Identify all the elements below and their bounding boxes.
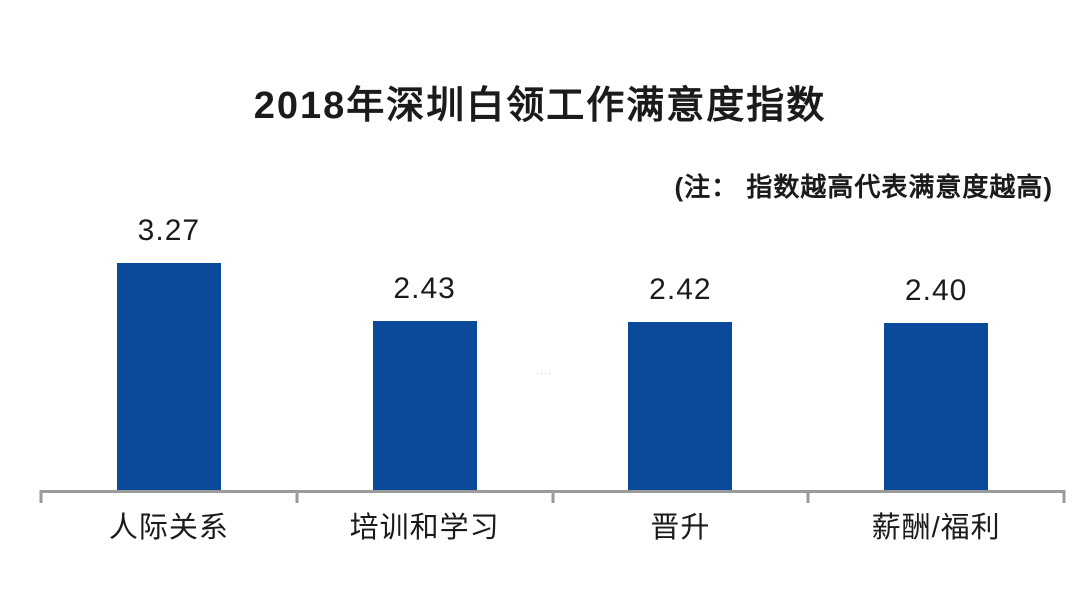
category-label: 薪酬/福利 — [871, 512, 1001, 544]
bar-group: 2.42 — [553, 195, 809, 490]
plot-area: 3.27 2.43 2.42 2.40 — [41, 195, 1064, 490]
category-labels: 人际关系 培训和学习 晋升 薪酬/福利 — [41, 501, 1064, 546]
bar — [884, 323, 989, 490]
bar-group: 2.40 — [808, 195, 1064, 490]
axis-tick — [295, 490, 299, 503]
category-label: 人际关系 — [108, 512, 229, 544]
axis-tick — [551, 490, 554, 503]
chart-title: 2018年深圳白领工作满意度指数 — [253, 85, 827, 127]
axis-tick — [1062, 490, 1066, 503]
bar-value-label: 2.43 — [393, 272, 456, 305]
watermark-artifact: ···· — [536, 368, 552, 378]
bar-value-label: 2.42 — [649, 273, 712, 306]
bar-value-label: 3.27 — [137, 214, 201, 247]
bar-group: 3.27 — [41, 195, 297, 490]
bar — [372, 321, 477, 490]
bar-group: 2.43 — [297, 195, 553, 490]
bar-value-label: 2.40 — [904, 274, 968, 307]
chart-note: (注： 指数越高代表满意度越高) — [674, 172, 1053, 202]
bar — [628, 322, 733, 490]
bar — [116, 263, 221, 490]
category-label: 培训和学习 — [349, 512, 500, 544]
category-label: 晋升 — [650, 512, 711, 544]
axis-tick — [39, 490, 43, 503]
axis-tick — [806, 490, 810, 503]
